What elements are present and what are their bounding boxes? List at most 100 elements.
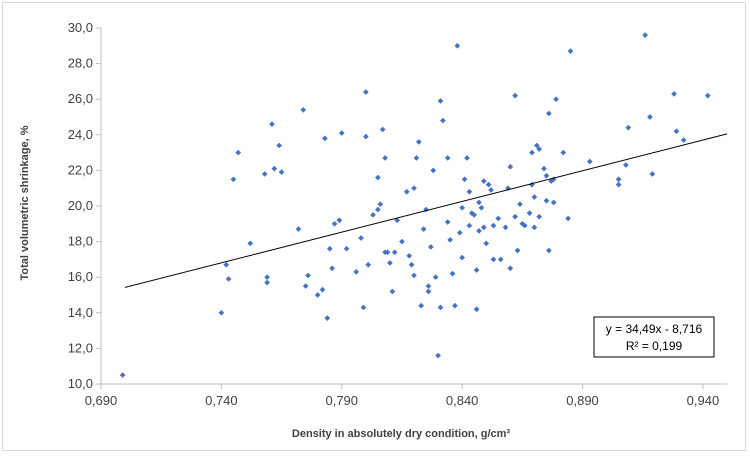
data-point [553, 96, 559, 103]
data-point [322, 135, 328, 142]
data-point [517, 201, 523, 208]
data-point [543, 197, 550, 204]
data-point [444, 219, 451, 225]
r-squared-label: R² = 0,199 [626, 339, 683, 353]
data-point [514, 247, 521, 254]
x-tick-label: 0,690 [85, 393, 118, 408]
data-point [673, 128, 680, 135]
data-point [567, 48, 574, 54]
data-point [225, 276, 232, 282]
data-point [459, 254, 465, 261]
data-point [119, 372, 126, 378]
data-point [326, 245, 333, 252]
data-point [490, 222, 497, 229]
data-point [449, 270, 456, 277]
data-point [223, 261, 230, 268]
data-point [261, 171, 268, 177]
data-point [235, 149, 242, 156]
data-point [338, 130, 345, 136]
data-point [536, 146, 543, 152]
data-point [536, 213, 543, 220]
data-point [264, 274, 270, 281]
data-point [406, 253, 413, 259]
data-point [464, 155, 470, 161]
chart-frame: 10,0 12,0 14,0 16,0 18,0 20,0 22,0 24,0 26,0 28,0… [2, 2, 746, 451]
data-point [507, 265, 514, 272]
y-axis: 10,0 12,0 14,0 16,0 18,0 20,0 22,0 24,0 26,0 28,0… [68, 20, 102, 391]
data-point [218, 309, 225, 316]
data-point [375, 174, 381, 181]
y-tick-label: 12,0 [68, 340, 93, 355]
data-point [529, 149, 535, 156]
data-point [411, 272, 417, 279]
data-point [550, 199, 557, 206]
x-tick-label: 0,890 [566, 393, 599, 408]
data-point [408, 261, 415, 268]
data-point [413, 155, 420, 161]
trendline [124, 133, 728, 288]
data-point [546, 247, 552, 254]
data-point [476, 228, 482, 234]
data-point [230, 176, 237, 183]
data-point [276, 142, 282, 149]
data-point [502, 224, 509, 231]
data-point [377, 201, 384, 208]
x-tick-label: 0,790 [325, 393, 358, 408]
data-point [403, 188, 410, 195]
data-point [418, 302, 425, 309]
x-axis: 0,690 0,740 0,790 0,840 0,890 0,940 [85, 383, 727, 408]
y-tick-label: 16,0 [68, 269, 93, 284]
scatter-chart: 10,0 12,0 14,0 16,0 18,0 20,0 22,0 24,0 26,0 28,0… [19, 20, 728, 440]
y-tick-label: 26,0 [68, 91, 93, 106]
data-point [444, 155, 451, 161]
data-point [704, 92, 711, 99]
data-point [363, 89, 369, 95]
data-point [300, 107, 307, 113]
data-point [420, 226, 427, 232]
data-point [343, 245, 350, 252]
data-point [314, 292, 321, 298]
data-point [391, 249, 398, 256]
data-point [437, 304, 444, 311]
data-point [353, 269, 360, 275]
data-point [625, 124, 632, 131]
data-point [399, 238, 405, 245]
data-point [302, 283, 309, 289]
data-point [565, 215, 571, 222]
data-point [389, 288, 396, 295]
data-point [466, 222, 473, 229]
data-point [295, 226, 302, 232]
data-point [305, 272, 311, 279]
x-tick-label: 0,740 [205, 393, 238, 408]
data-point [415, 139, 422, 145]
data-point [615, 176, 622, 183]
data-point [473, 267, 480, 273]
data-point [447, 236, 453, 243]
data-point [615, 181, 622, 188]
data-point [452, 302, 458, 309]
data-point [531, 224, 538, 231]
data-point [521, 222, 528, 229]
data-point [375, 206, 381, 213]
y-tick-label: 24,0 [68, 127, 93, 142]
data-point [471, 212, 478, 218]
data-point [319, 286, 326, 293]
data-point [533, 142, 540, 149]
data-point [497, 256, 504, 263]
data-point [483, 240, 490, 247]
data-point [264, 279, 270, 286]
data-point [456, 229, 463, 236]
data-point [488, 187, 494, 193]
data-point [382, 155, 388, 161]
data-point [278, 169, 285, 176]
y-tick-label: 22,0 [68, 162, 93, 177]
x-tick-label: 0,840 [446, 393, 479, 408]
data-point [365, 261, 372, 268]
data-point [560, 149, 567, 156]
data-point [435, 352, 441, 359]
data-point [478, 204, 485, 211]
data-point [485, 181, 492, 188]
data-point [476, 199, 482, 206]
data-point [329, 265, 335, 272]
data-point [428, 244, 434, 250]
